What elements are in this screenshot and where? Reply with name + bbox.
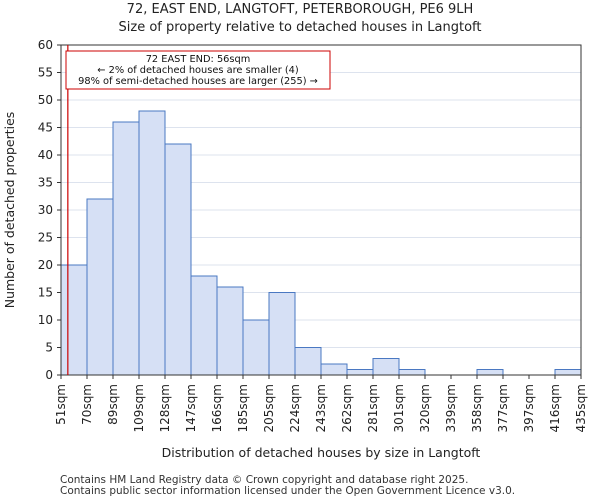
x-tick-label: 224sqm [288,384,302,432]
x-tick-label: 416sqm [548,384,562,432]
x-tick-label: 281sqm [366,384,380,432]
histogram-bar [398,369,426,376]
y-tick-label: 40 [38,148,53,162]
x-tick-label: 205sqm [262,384,276,432]
x-tick-label: 397sqm [522,384,536,432]
histogram-bar [268,292,296,376]
x-tick-label: 339sqm [444,384,458,432]
chart-title-address: 72, EAST END, LANGTOFT, PETERBOROUGH, PE… [126,2,474,17]
x-tick-label: 185sqm [236,384,250,432]
y-tick-label: 25 [38,231,53,245]
histogram-bar [86,198,114,376]
histogram-bar [164,143,192,376]
histogram-bar [190,275,218,376]
x-tick-label: 147sqm [184,384,198,432]
histogram-bar [346,369,374,376]
x-tick-label: 377sqm [496,384,510,432]
y-tick-label: 45 [38,121,53,135]
annotation-line-3: 98% of semi-detached houses are larger (… [78,76,318,87]
x-tick-label: 70sqm [80,384,94,425]
y-axis-label: Number of detached properties [2,112,17,309]
x-tick-label: 89sqm [106,384,120,425]
x-axis-label: Distribution of detached houses by size … [162,445,481,460]
histogram-bar [554,369,582,376]
x-tick-label: 262sqm [340,384,354,432]
chart-subtitle: Size of property relative to detached ho… [118,20,482,35]
x-tick-label: 358sqm [470,384,484,432]
x-tick-label: 243sqm [314,384,328,432]
histogram-bar [476,369,504,376]
histogram-bar [372,358,400,376]
x-tick-label: 320sqm [418,384,432,432]
y-tick-label: 55 [38,66,53,80]
histogram-bar [112,121,140,376]
annotation-line-1: 72 EAST END: 56sqm [146,54,251,65]
histogram-bar [320,363,348,376]
x-tick-label: 435sqm [574,384,588,432]
footer-line-1: Contains HM Land Registry data © Crown c… [60,474,469,486]
y-tick-label: 30 [38,203,53,217]
y-tick-label: 60 [38,38,53,52]
histogram-bar [216,286,244,376]
x-tick-label: 128sqm [158,384,172,432]
y-tick-label: 15 [38,286,53,300]
y-tick-label: 10 [38,313,53,327]
x-tick-label: 301sqm [392,384,406,432]
histogram-bar [138,110,166,376]
y-tick-label: 50 [38,93,53,107]
y-tick-label: 20 [38,258,53,272]
x-tick-label: 166sqm [210,384,224,432]
histogram-bar [294,347,322,376]
y-tick-label: 35 [38,176,53,190]
annotation-line-2: ← 2% of detached houses are smaller (4) [97,65,298,76]
histogram-bar [242,319,270,376]
footer-line-2: Contains public sector information licen… [60,485,516,497]
annotation-box [65,50,331,90]
x-tick-label: 51sqm [54,384,68,425]
histogram-bar [60,264,88,376]
y-tick-label: 0 [45,368,53,382]
y-tick-label: 5 [45,341,53,355]
x-tick-label: 109sqm [132,384,146,432]
